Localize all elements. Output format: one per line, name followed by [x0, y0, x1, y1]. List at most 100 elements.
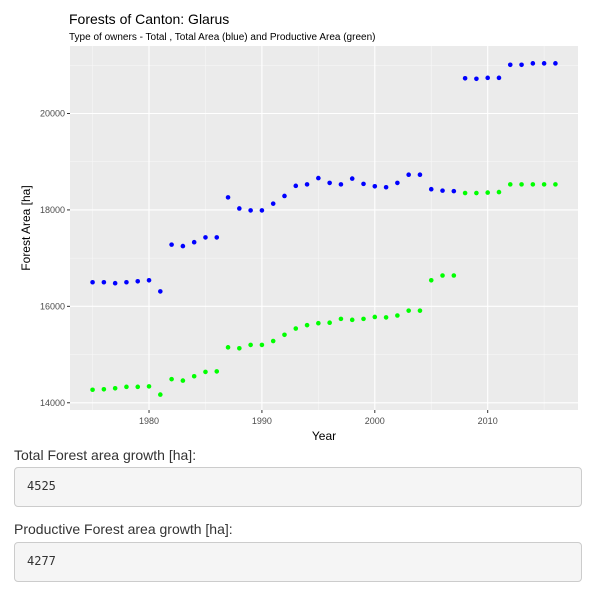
data-point [90, 387, 95, 393]
data-point [101, 279, 107, 285]
data-point [519, 182, 524, 187]
data-point [485, 75, 490, 81]
x-tick-label: 2010 [478, 416, 498, 426]
chart-subtitle: Type of owners - Total , Total Area (blu… [69, 32, 375, 43]
data-point [191, 239, 197, 245]
y-tick-label: 18000 [40, 205, 65, 215]
data-point [293, 326, 299, 331]
data-point [496, 75, 502, 81]
data-point [112, 386, 118, 391]
productive-growth-label: Productive Forest area growth [ha]: [14, 521, 233, 537]
x-tick-label: 1990 [252, 416, 272, 426]
data-point [417, 308, 423, 313]
data-point [485, 190, 490, 195]
data-point [214, 235, 220, 240]
data-point [225, 195, 231, 200]
data-point [304, 182, 310, 187]
data-point [146, 278, 152, 283]
data-point [146, 384, 152, 389]
data-point [395, 180, 400, 186]
data-point [383, 315, 389, 320]
data-point [316, 320, 321, 326]
data-point [169, 376, 174, 382]
data-point [248, 208, 253, 213]
data-point [462, 76, 468, 81]
data-point [112, 280, 118, 286]
x-axis-label: Year [312, 429, 336, 443]
data-point [338, 316, 344, 322]
data-points [90, 61, 558, 397]
data-point [158, 392, 163, 397]
data-point [507, 62, 513, 68]
data-point [180, 243, 186, 249]
data-point [530, 182, 536, 187]
x-tick-label: 2000 [365, 416, 385, 426]
data-point [135, 278, 141, 284]
data-point [203, 235, 208, 240]
chart-title: Forests of Canton: Glarus [69, 11, 229, 27]
data-point [406, 308, 411, 313]
data-point [90, 279, 95, 285]
data-point [237, 345, 242, 351]
data-point [372, 183, 378, 189]
total-growth-output: 4525 [14, 467, 582, 507]
data-point [180, 378, 186, 383]
data-point [541, 182, 547, 187]
data-point [496, 189, 502, 195]
data-point [169, 242, 174, 247]
data-point [361, 181, 366, 187]
data-point [316, 175, 321, 181]
data-point [440, 273, 445, 278]
plot-panel [70, 46, 578, 410]
data-point [383, 184, 389, 190]
data-point [349, 317, 355, 323]
data-point [124, 384, 129, 390]
y-tick-labels: 14000 16000 18000 20000 [40, 108, 65, 407]
data-point [124, 279, 129, 285]
total-growth-label: Total Forest area growth [ha]: [14, 447, 197, 463]
y-tick-label: 14000 [40, 398, 65, 408]
y-axis-label: Forest Area [ha] [19, 185, 33, 270]
forest-area-chart: Forests of Canton: Glarus Type of owners… [19, 11, 578, 443]
data-point [248, 342, 253, 348]
data-point [541, 61, 547, 66]
data-point [259, 208, 265, 213]
grid-major [70, 46, 578, 410]
grid-minor [70, 46, 578, 410]
data-point [282, 332, 287, 338]
data-point [395, 313, 400, 318]
data-point [237, 206, 242, 211]
x-tick-labels: 1980 1990 2000 2010 [139, 416, 498, 426]
data-point [553, 182, 558, 187]
data-point [293, 183, 299, 189]
data-point [327, 180, 332, 186]
x-tick-label: 1980 [139, 416, 159, 426]
data-point [462, 190, 468, 196]
data-point [507, 182, 513, 187]
data-point [214, 369, 220, 374]
data-point [428, 186, 434, 192]
data-point [451, 188, 457, 194]
data-point [338, 182, 344, 187]
data-point [135, 384, 141, 390]
data-point [158, 289, 163, 294]
data-point [474, 190, 479, 196]
data-point [304, 322, 310, 328]
y-tick-label: 20000 [40, 108, 65, 118]
axis-ticks [67, 112, 489, 413]
data-point [530, 61, 536, 66]
productive-growth-output: 4277 [14, 542, 582, 582]
y-tick-label: 16000 [40, 301, 65, 311]
data-point [406, 172, 411, 178]
data-point [417, 172, 423, 178]
data-point [270, 201, 276, 206]
data-point [519, 62, 524, 68]
data-point [440, 188, 445, 193]
data-point [270, 338, 276, 344]
data-point [428, 278, 434, 283]
data-point [101, 386, 107, 392]
data-point [553, 61, 558, 66]
data-point [327, 320, 332, 326]
data-point [474, 76, 479, 82]
data-point [349, 176, 355, 181]
